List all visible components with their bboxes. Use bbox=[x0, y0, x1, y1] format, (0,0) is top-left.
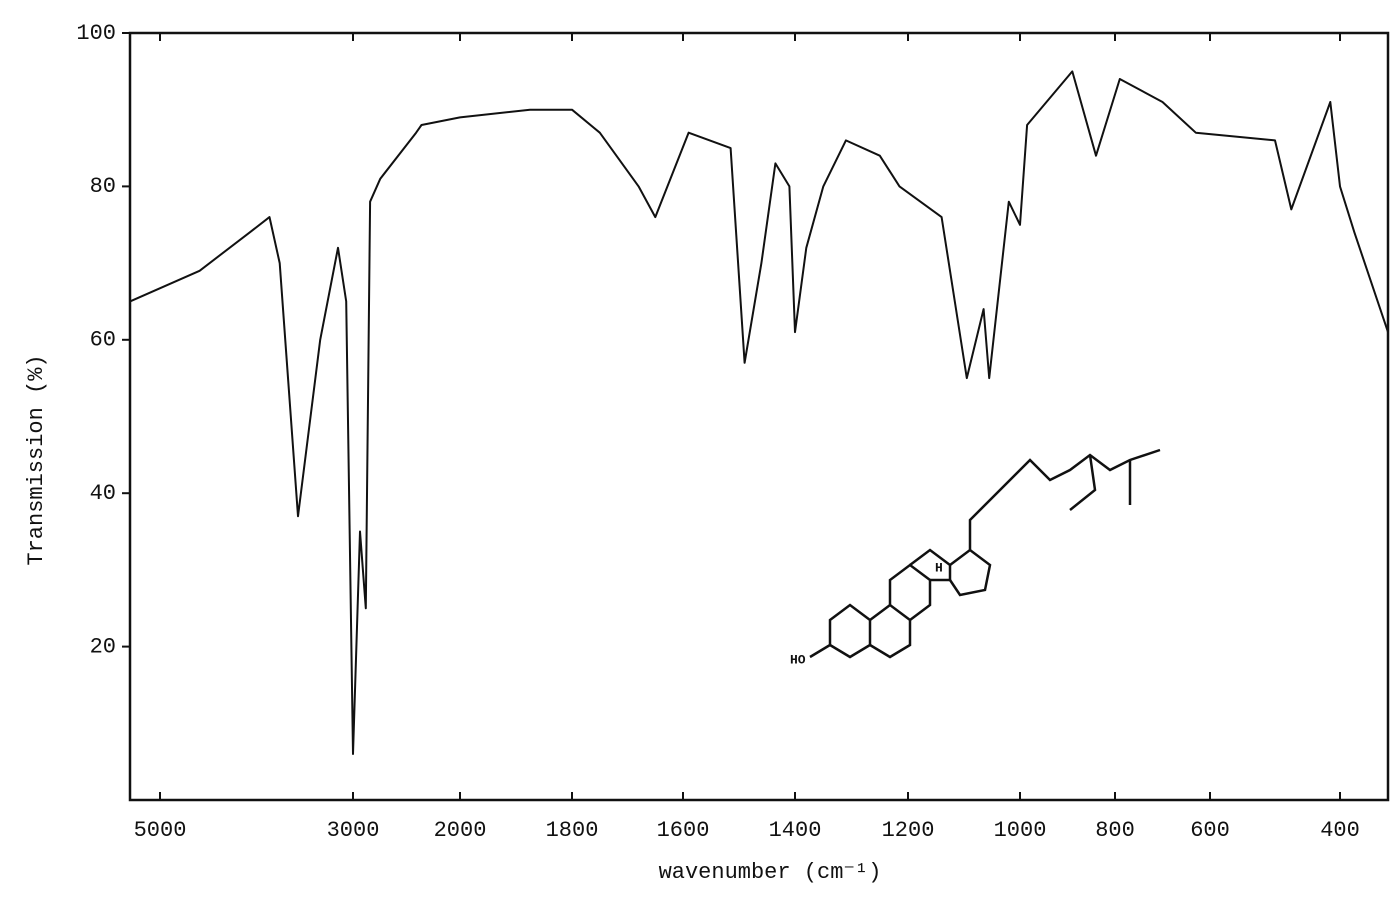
x-tick-label: 2000 bbox=[434, 818, 487, 843]
y-tick-label: 100 bbox=[76, 21, 116, 46]
chain bbox=[968, 448, 1161, 550]
x-tick-label: 1000 bbox=[994, 818, 1047, 843]
y-tick-label: 40 bbox=[90, 481, 116, 506]
y-axis-label: Transmission (%) bbox=[24, 354, 49, 565]
y-tick-label: 60 bbox=[90, 328, 116, 353]
structure bbox=[809, 448, 1161, 659]
x-tick-label: 5000 bbox=[134, 818, 187, 843]
structure-label: HO bbox=[790, 652, 806, 667]
x-tick-label: 1800 bbox=[546, 818, 599, 843]
x-tick-label: 1200 bbox=[882, 818, 935, 843]
structure-label: H bbox=[935, 560, 943, 575]
y-tick-label: 20 bbox=[90, 634, 116, 659]
x-tick-label: 800 bbox=[1095, 818, 1135, 843]
x-tick-label: 600 bbox=[1190, 818, 1230, 843]
ring bbox=[948, 548, 992, 597]
plot-frame bbox=[128, 31, 1390, 802]
chain bbox=[1069, 454, 1097, 511]
x-tick-label: 3000 bbox=[327, 818, 380, 843]
ring bbox=[888, 563, 932, 621]
x-tick-label: 400 bbox=[1320, 818, 1360, 843]
spectrum-line bbox=[129, 70, 1389, 755]
y-tick-label: 80 bbox=[90, 174, 116, 199]
x-tick-label: 1400 bbox=[769, 818, 822, 843]
x-tick-label: 1600 bbox=[657, 818, 710, 843]
x-axis-label: wavenumber (cm⁻¹) bbox=[659, 860, 882, 885]
ring bbox=[809, 603, 872, 659]
ring bbox=[909, 548, 952, 582]
ring bbox=[869, 603, 912, 659]
